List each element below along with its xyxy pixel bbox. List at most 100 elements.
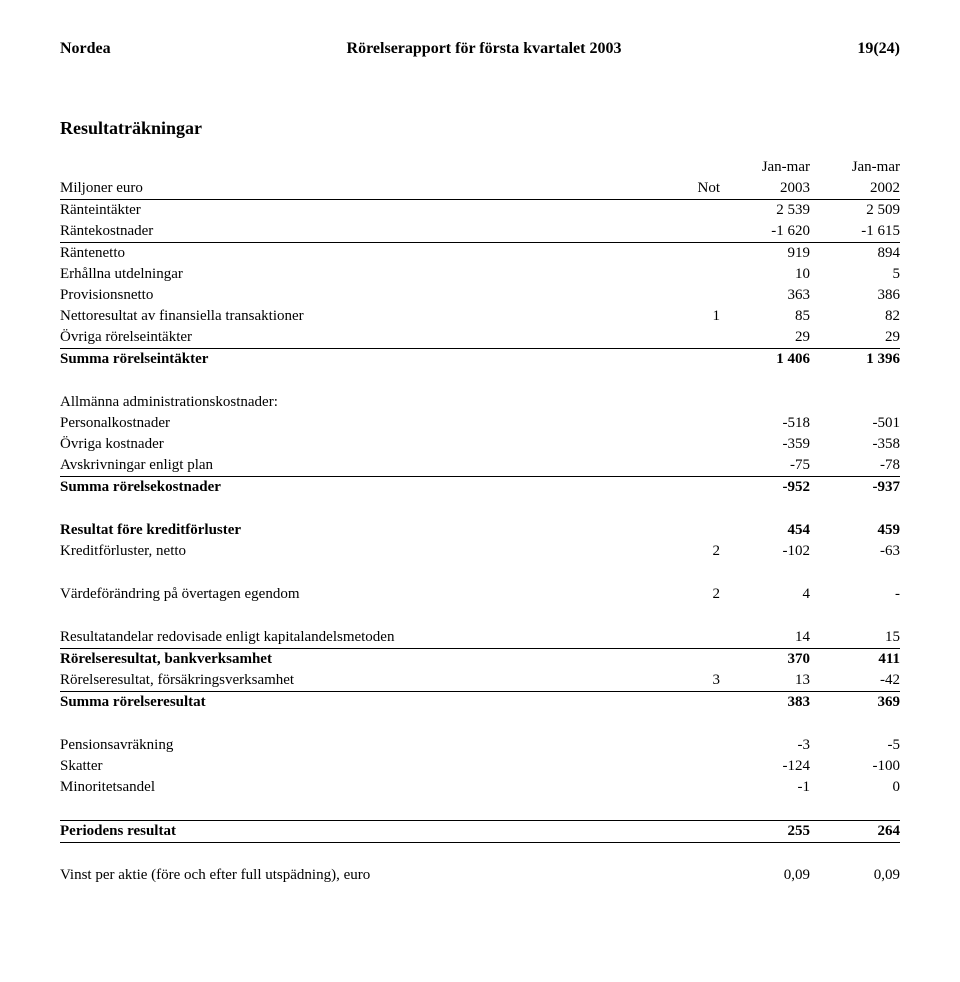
row-not — [650, 477, 720, 499]
row-v2: 82 — [810, 306, 900, 327]
row-label: Avskrivningar enligt plan — [60, 455, 650, 477]
row-label: Skatter — [60, 756, 650, 777]
row-v1: -518 — [720, 413, 810, 434]
row-v2: -5 — [810, 735, 900, 756]
row-v1: -952 — [720, 477, 810, 499]
row-label: Vinst per aktie (före och efter full uts… — [60, 865, 650, 886]
row-v2: 369 — [810, 692, 900, 714]
row-v2: -1 615 — [810, 221, 900, 243]
row-v1: 0,09 — [720, 865, 810, 886]
table-row: Vinst per aktie (före och efter full uts… — [60, 865, 900, 886]
table-row: Värdeförändring på övertagen egendom24- — [60, 584, 900, 605]
row-not: 3 — [650, 670, 720, 692]
row-label: Räntekostnader — [60, 221, 650, 243]
row-v2: -63 — [810, 541, 900, 562]
row-v2: 1 396 — [810, 349, 900, 371]
table-row — [60, 713, 900, 735]
column-header-top: Jan-mar Jan-mar — [60, 157, 900, 178]
row-v1: 10 — [720, 264, 810, 285]
table-row: Räntenetto919894 — [60, 243, 900, 265]
row-v1: 1 406 — [720, 349, 810, 371]
row-label: Övriga rörelseintäkter — [60, 327, 650, 349]
row-not: 1 — [650, 306, 720, 327]
row-not — [650, 200, 720, 222]
row-v1: 454 — [720, 520, 810, 541]
row-v2: 386 — [810, 285, 900, 306]
row-not — [650, 413, 720, 434]
row-label: Erhållna utdelningar — [60, 264, 650, 285]
row-label: Kreditförluster, netto — [60, 541, 650, 562]
row-label: Övriga kostnader — [60, 434, 650, 455]
row-label: Resultatandelar redovisade enligt kapita… — [60, 627, 650, 649]
table-row: Personalkostnader-518-501 — [60, 413, 900, 434]
table-row: Ränteintäkter2 5392 509 — [60, 200, 900, 222]
row-v1: 383 — [720, 692, 810, 714]
row-v2: - — [810, 584, 900, 605]
row-v2: 2 509 — [810, 200, 900, 222]
table-row — [60, 562, 900, 584]
row-v1: -359 — [720, 434, 810, 455]
col-header-v1-top: Jan-mar — [720, 157, 810, 178]
row-v1: -1 — [720, 777, 810, 798]
row-label: Provisionsnetto — [60, 285, 650, 306]
row-v2: 0,09 — [810, 865, 900, 886]
row-v2: -501 — [810, 413, 900, 434]
row-label: Rörelseresultat, bankverksamhet — [60, 649, 650, 671]
income-statement-table: Jan-mar Jan-mar Miljoner euro Not 2003 2… — [60, 157, 900, 886]
row-v2: -78 — [810, 455, 900, 477]
row-label: Pensionsavräkning — [60, 735, 650, 756]
row-not — [650, 520, 720, 541]
col-header-v2-top: Jan-mar — [810, 157, 900, 178]
col-header-not: Not — [650, 178, 720, 200]
column-header-sub: Miljoner euro Not 2003 2002 — [60, 178, 900, 200]
table-row: Resultat före kreditförluster 454459 — [60, 520, 900, 541]
row-v1: 4 — [720, 584, 810, 605]
table-row: Rörelseresultat, försäkringsverksamhet31… — [60, 670, 900, 692]
table-row: Summa rörelsekostnader -952-937 — [60, 477, 900, 499]
col-header-label: Miljoner euro — [60, 178, 650, 200]
row-not: 2 — [650, 584, 720, 605]
row-v2: -937 — [810, 477, 900, 499]
row-v1: 13 — [720, 670, 810, 692]
row-label: Summa rörelseintäkter — [60, 349, 650, 371]
row-label: Allmänna administrationskostnader: — [60, 392, 650, 413]
row-not — [650, 455, 720, 477]
header-center: Rörelserapport för första kvartalet 2003 — [347, 40, 622, 58]
row-v2: 15 — [810, 627, 900, 649]
table-row: Övriga kostnader -359-358 — [60, 434, 900, 455]
row-not — [650, 777, 720, 798]
row-label: Summa rörelsekostnader — [60, 477, 650, 499]
row-label: Resultat före kreditförluster — [60, 520, 650, 541]
table-row — [60, 370, 900, 392]
row-v1 — [720, 392, 810, 413]
row-not — [650, 221, 720, 243]
row-label: Nettoresultat av finansiella transaktion… — [60, 306, 650, 327]
page-header: Nordea Rörelserapport för första kvartal… — [60, 40, 900, 58]
table-row: Räntekostnader-1 620-1 615 — [60, 221, 900, 243]
row-v1: 85 — [720, 306, 810, 327]
row-v2: -42 — [810, 670, 900, 692]
row-v2: 459 — [810, 520, 900, 541]
table-row: Skatter-124-100 — [60, 756, 900, 777]
row-v1: 919 — [720, 243, 810, 265]
row-label: Räntenetto — [60, 243, 650, 265]
row-v2: 264 — [810, 821, 900, 843]
row-v2: -100 — [810, 756, 900, 777]
row-v1: -102 — [720, 541, 810, 562]
row-not — [650, 349, 720, 371]
table-row — [60, 843, 900, 866]
row-v2: -358 — [810, 434, 900, 455]
row-not — [650, 264, 720, 285]
row-v2: 0 — [810, 777, 900, 798]
table-row: Övriga rörelseintäkter2929 — [60, 327, 900, 349]
table-row: Provisionsnetto363386 — [60, 285, 900, 306]
row-v1: -3 — [720, 735, 810, 756]
row-v2: 5 — [810, 264, 900, 285]
header-right: 19(24) — [857, 40, 900, 58]
row-v1: 29 — [720, 327, 810, 349]
row-not — [650, 735, 720, 756]
table-row — [60, 605, 900, 627]
table-row: Avskrivningar enligt plan-75-78 — [60, 455, 900, 477]
col-header-v2: 2002 — [810, 178, 900, 200]
row-label: Värdeförändring på övertagen egendom — [60, 584, 650, 605]
